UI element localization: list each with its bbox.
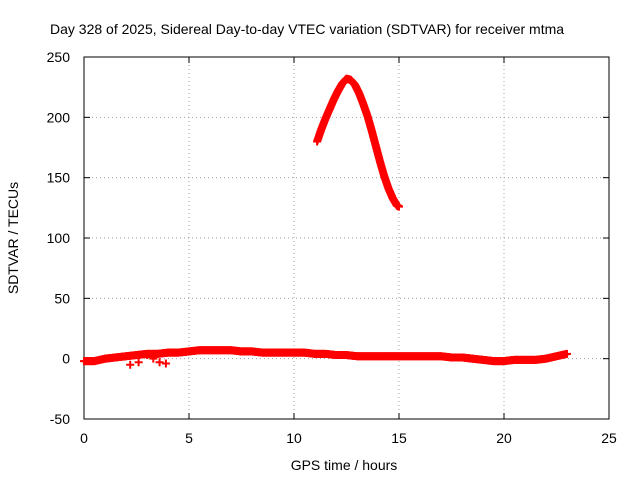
x-axis: 0 5 10 15 20 25 xyxy=(80,57,617,446)
data-point xyxy=(126,360,135,369)
gridlines xyxy=(84,57,609,419)
data-point xyxy=(155,358,164,367)
data-point xyxy=(161,359,170,368)
x-tick-label: 10 xyxy=(286,430,302,446)
y-tick-label: 200 xyxy=(47,109,71,125)
y-tick-label: 150 xyxy=(47,170,71,186)
data-points xyxy=(80,74,571,369)
y-tick-label: 50 xyxy=(54,290,70,306)
plot-frame xyxy=(83,56,610,420)
y-tick-label: 250 xyxy=(47,49,71,65)
y-axis-label: SDTVAR / TECUs xyxy=(5,182,21,294)
x-tick-label: 0 xyxy=(80,430,88,446)
x-tick-label: 15 xyxy=(391,430,407,446)
data-point xyxy=(563,349,571,358)
x-tick-label: 5 xyxy=(185,430,193,446)
data-point xyxy=(149,354,158,363)
chart-title: Day 328 of 2025, Sidereal Day-to-day VTE… xyxy=(50,21,564,37)
x-axis-label: GPS time / hours xyxy=(291,457,398,473)
x-tick-label: 20 xyxy=(496,430,512,446)
data-point xyxy=(143,351,151,360)
y-tick-label: -50 xyxy=(50,411,70,427)
y-tick-label: 0 xyxy=(62,351,70,367)
x-tick-label: 25 xyxy=(601,430,617,446)
data-point xyxy=(395,202,403,211)
y-axis: -50 0 50 100 150 200 250 xyxy=(47,49,609,427)
data-point xyxy=(134,358,143,367)
y-tick-label: 100 xyxy=(47,230,71,246)
